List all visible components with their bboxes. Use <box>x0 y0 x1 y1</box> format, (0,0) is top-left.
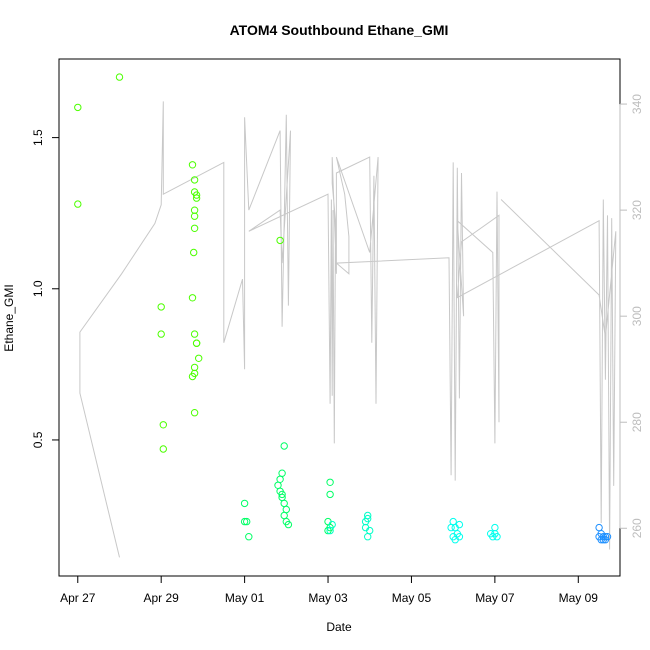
data-point-1-15 <box>284 520 293 529</box>
data-point-1-6 <box>278 469 286 477</box>
y2-tick-label: 320 <box>630 200 644 220</box>
data-point-0-7 <box>188 161 197 169</box>
data-point-2-7 <box>364 533 372 541</box>
data-point-1-11 <box>280 499 288 508</box>
data-point-0-3 <box>157 303 165 311</box>
data-point-0-19 <box>192 339 201 347</box>
y-tick-label: 1.5 <box>31 129 45 146</box>
data-point-0-6 <box>159 445 168 453</box>
data-point-0-8 <box>190 176 199 184</box>
y2-tick-label: 260 <box>630 518 644 538</box>
data-point-1-9 <box>278 490 286 499</box>
data-point-0-5 <box>159 421 168 429</box>
y2-tick-label: 300 <box>630 306 644 326</box>
y2-tick-label: 280 <box>630 412 644 432</box>
x-axis: Apr 27 Apr 29 May 01 May 03 May 05 May 07 May … <box>60 575 599 605</box>
data-point-2-4 <box>364 514 372 523</box>
y-tick-label: 1.0 <box>31 280 45 297</box>
y-axis-label: Ethane_GMI <box>2 284 16 351</box>
x-tick-label: May 09 <box>559 591 599 605</box>
secondary-series-line <box>79 101 617 558</box>
data-point-0-20 <box>195 354 203 362</box>
data-point-0-0 <box>74 103 82 112</box>
x-tick-label: May 07 <box>475 591 515 605</box>
data-point-1-2 <box>243 517 251 526</box>
data-point-0-4 <box>157 330 165 338</box>
data-point-1-16 <box>326 478 334 486</box>
data-point-1-5 <box>276 475 284 483</box>
y-axis: 0.5 1.0 1.5 <box>31 129 60 448</box>
data-point-0-12 <box>190 206 199 214</box>
plot-frame <box>58 58 621 577</box>
data-point-0-25 <box>276 236 284 245</box>
data-point-4-7 <box>597 536 605 544</box>
chart-title: ATOM4 Southbound Ethane_GMI <box>230 22 449 38</box>
data-point-4-8 <box>601 536 610 544</box>
data-point-3-10 <box>491 523 499 532</box>
x-axis-label: Date <box>326 620 352 634</box>
data-point-0-24 <box>190 409 199 417</box>
data-point-3-7 <box>455 533 464 541</box>
x-tick-label: May 03 <box>308 591 348 605</box>
data-point-1-3 <box>245 533 253 541</box>
data-point-1-17 <box>326 490 334 499</box>
data-point-0-13 <box>190 212 199 220</box>
data-point-0-1 <box>74 200 82 208</box>
x-tick-label: Apr 29 <box>144 591 180 605</box>
data-point-0-2 <box>115 73 124 81</box>
y-tick-label: 0.5 <box>31 431 45 448</box>
data-point-2-1 <box>326 526 334 535</box>
points-group <box>74 73 612 544</box>
data-point-0-11 <box>192 191 201 199</box>
data-point-0-21 <box>190 363 199 372</box>
data-point-4-0 <box>595 523 603 532</box>
data-point-0-23 <box>190 369 199 378</box>
data-point-0-17 <box>190 330 199 338</box>
data-point-0-15 <box>190 248 198 257</box>
data-point-3-4 <box>455 520 464 529</box>
data-point-1-0 <box>240 499 249 508</box>
x-tick-label: May 05 <box>392 591 432 605</box>
data-point-3-12 <box>493 533 501 541</box>
data-point-1-12 <box>282 505 290 514</box>
data-point-0-16 <box>188 294 197 302</box>
data-point-0-14 <box>190 224 199 233</box>
secondary-line-group <box>79 101 617 558</box>
data-point-1-4 <box>274 481 282 489</box>
data-point-1-13 <box>280 511 288 520</box>
data-point-1-20 <box>324 526 332 535</box>
data-point-1-1 <box>240 517 249 526</box>
data-point-0-10 <box>192 194 201 202</box>
x-tick-label: Apr 27 <box>60 591 96 605</box>
y2-axis: 260 280 300 320 340 <box>619 94 644 538</box>
data-point-1-7 <box>280 442 288 450</box>
y2-tick-label: 340 <box>630 94 644 114</box>
x-tick-label: May 01 <box>225 591 265 605</box>
data-point-3-1 <box>449 517 457 526</box>
